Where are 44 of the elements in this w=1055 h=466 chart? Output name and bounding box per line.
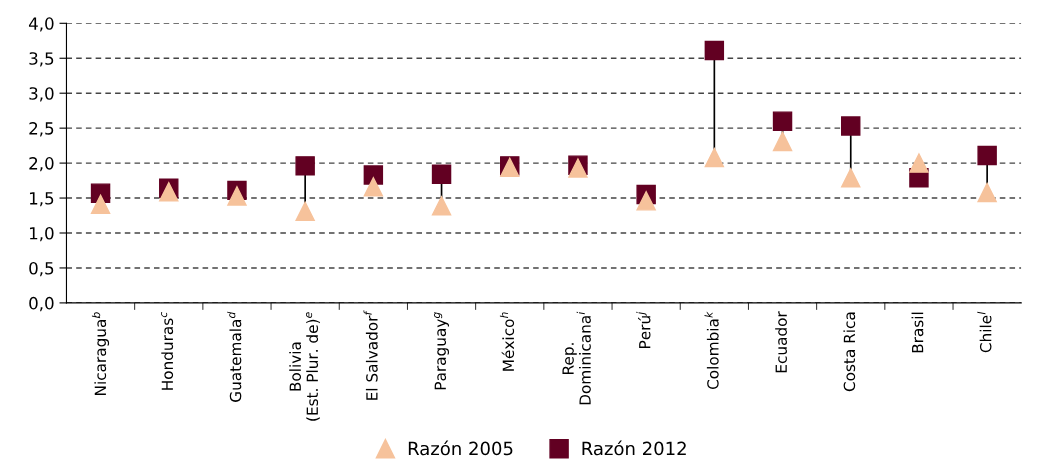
legend-label: Razón 2012 bbox=[582, 440, 686, 456]
legend-label: Razón 2005 bbox=[408, 440, 513, 456]
point bbox=[363, 177, 384, 197]
point bbox=[295, 201, 315, 222]
y-tick-label: 1,5 bbox=[29, 192, 54, 207]
point bbox=[909, 153, 929, 173]
point bbox=[363, 165, 384, 185]
point bbox=[841, 116, 861, 136]
y-tick-label: 2,5 bbox=[29, 122, 54, 137]
x-tick-label: Paraguay$^{g}$ bbox=[433, 312, 450, 390]
y-tick-label: 0,0 bbox=[29, 296, 54, 312]
x-tick-label: Bolivia (Est. Plur. de)$^{e}$ bbox=[289, 312, 320, 421]
point bbox=[636, 191, 656, 211]
y-tick-label: 2,0 bbox=[29, 157, 54, 172]
point bbox=[772, 131, 793, 152]
point bbox=[704, 147, 725, 168]
point bbox=[704, 40, 725, 61]
x-tick-label: Guatemala$^{d}$ bbox=[227, 311, 242, 402]
y-tick-label: 3,0 bbox=[29, 87, 54, 102]
x-tick-label: Ecuador bbox=[775, 311, 787, 373]
point bbox=[90, 183, 111, 203]
x-tick-label: Perú$^{j}$ bbox=[636, 311, 651, 348]
point bbox=[841, 168, 861, 188]
x-tick-label: Brasil bbox=[911, 312, 924, 353]
point bbox=[977, 182, 997, 203]
x-tick-label: Colombia$^{k}$ bbox=[704, 311, 719, 390]
y-tick-label: 4,0 bbox=[28, 17, 54, 32]
point bbox=[90, 194, 111, 215]
point bbox=[295, 156, 315, 176]
y-tick-label: 1,0 bbox=[29, 226, 54, 242]
point bbox=[772, 111, 793, 131]
x-tick-label: Nicaragua$^{b}$ bbox=[91, 312, 110, 395]
x-tick-label: El Salvador$^{f}$ bbox=[363, 310, 378, 400]
x-tick-label: Rep. Dominicana$^{i}$ bbox=[562, 311, 591, 405]
point bbox=[977, 145, 997, 166]
y-tick-label: 0,5 bbox=[29, 261, 54, 277]
point bbox=[431, 196, 452, 216]
y-tick-label: 3,5 bbox=[29, 52, 54, 67]
x-tick-label: Costa Rica bbox=[843, 312, 856, 392]
x-tick-label: México$^{h}$ bbox=[499, 312, 515, 371]
point bbox=[431, 164, 452, 185]
x-tick-label: Honduras$^{c}$ bbox=[161, 311, 174, 390]
x-tick-label: Chile$^{l}$ bbox=[977, 311, 992, 353]
point bbox=[227, 186, 247, 206]
